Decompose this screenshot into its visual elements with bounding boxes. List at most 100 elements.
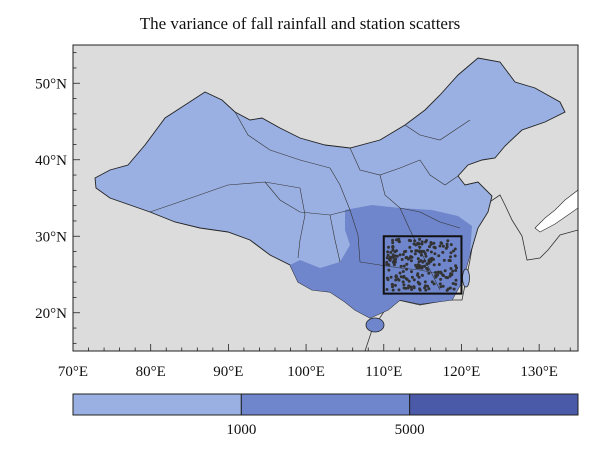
station-point [423,286,427,290]
station-point [397,288,401,292]
y-tick-label: 50°N [35,76,67,92]
station-point [395,249,398,253]
station-point [400,258,404,261]
station-point [421,260,425,264]
station-point [423,264,427,268]
station-point [451,269,455,273]
station-point [397,237,401,241]
station-point [394,238,398,242]
station-point [422,250,426,253]
station-point [391,238,395,242]
colorbar-segment [409,393,579,416]
station-point [434,271,438,274]
station-point [405,267,409,271]
station-point [433,252,437,256]
station-point [418,282,422,286]
station-point [405,262,409,266]
station-point [409,259,413,263]
station-point [449,255,452,259]
station-point [388,255,392,259]
station-point [387,268,391,272]
station-point [424,254,428,258]
station-point [426,284,430,288]
station-point [442,258,446,262]
station-point [402,283,406,287]
map-title: The variance of fall rainfall and statio… [139,14,461,33]
station-point [433,246,437,250]
y-tick-label: 40°N [35,153,67,169]
station-point [398,253,402,257]
x-tick-label: 90°E [213,364,243,380]
station-point [397,278,401,282]
station-point [409,255,413,258]
station-point [393,254,397,258]
x-tick-label: 80°E [136,364,166,380]
station-point [385,288,389,291]
station-point [412,242,416,246]
station-point [436,270,440,274]
station-point [454,282,458,286]
station-point [402,286,406,290]
station-point [412,278,416,282]
station-point [398,271,402,275]
station-point [438,244,442,248]
station-point [441,244,445,248]
station-point [452,249,455,253]
station-point [404,277,408,281]
station-point [391,245,395,249]
station-point [452,287,456,291]
station-point [418,245,422,249]
station-point [448,286,452,290]
station-point [427,271,431,275]
station-point [410,249,413,253]
station-point [441,250,445,254]
station-point [420,242,424,246]
station-point [446,239,450,243]
station-point [443,269,447,273]
station-point [410,270,413,274]
station-point [419,253,423,257]
station-point [449,267,453,270]
station-point [450,273,454,277]
station-point [453,254,457,258]
station-point [428,245,431,249]
station-point [403,250,406,254]
station-point [454,278,458,282]
station-point [432,263,436,267]
colorbar: 1000 5000 [72,393,579,438]
station-point [437,263,441,266]
station-point [432,241,436,245]
x-tick-label: 120°E [443,364,481,380]
station-point [395,254,399,258]
station-point [402,274,406,278]
station-point [429,241,433,244]
station-point [441,273,445,277]
station-point [407,279,411,283]
station-point [432,282,436,286]
station-point [386,253,390,257]
x-axis: 70°E 80°E 90°E 100°E 110°E 120°E 130°E [58,344,571,380]
station-point [427,261,431,265]
station-point [416,242,420,246]
japan-islands [534,189,578,233]
hainan-island [365,317,385,333]
station-point [420,273,424,277]
station-point [391,248,395,252]
station-point [399,275,403,279]
station-point [454,269,458,272]
station-point [413,252,417,256]
map-frame [72,44,579,352]
station-point [437,254,441,258]
y-tick-label: 20°N [35,306,67,322]
station-point [391,260,395,264]
station-point [438,270,442,274]
station-point [426,248,430,252]
station-point [451,282,455,285]
station-point [420,265,424,269]
station-point [401,270,405,273]
station-point [402,264,406,268]
station-point [418,288,422,292]
station-point [387,263,391,267]
station-point [418,237,422,241]
